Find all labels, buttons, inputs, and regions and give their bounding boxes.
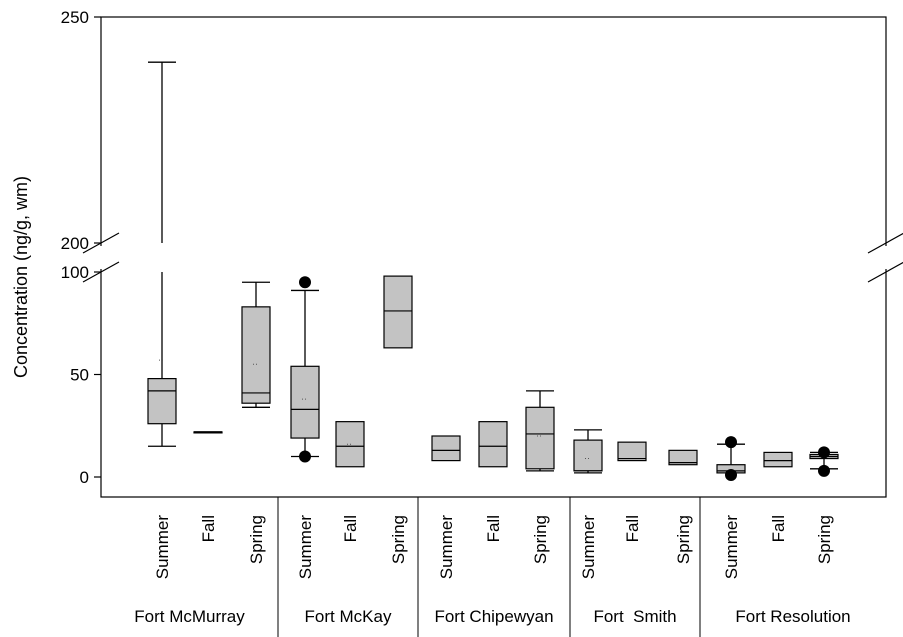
- site-label: Fort Chipewyan: [434, 607, 553, 626]
- box-fort-chipewyan-fall: [478, 421, 508, 468]
- site-label: Fort Smith: [593, 607, 676, 626]
- box-fort-mcmurray-spring: [241, 281, 271, 408]
- season-label: Fall: [623, 515, 642, 542]
- site-label: Fort McKay: [305, 607, 392, 626]
- box-series: [147, 61, 839, 481]
- season-label: Summer: [437, 515, 456, 580]
- season-label: Fall: [484, 515, 503, 542]
- box-iqr: [763, 451, 793, 468]
- y-tick-label: 0: [80, 468, 89, 487]
- outlier-point: [299, 450, 311, 463]
- season-label: Spring: [674, 515, 693, 564]
- box-fort-resolution-summer: [716, 436, 746, 481]
- site-label: Fort McMurray: [134, 607, 245, 626]
- season-label: Fall: [199, 515, 218, 542]
- season-label: Summer: [153, 515, 172, 580]
- y-tick-label: 200: [61, 234, 89, 253]
- box-iqr: [668, 449, 698, 466]
- box-fort-smith-summer: [573, 429, 603, 474]
- y-axis: 0 50 100 200 250: [61, 8, 101, 487]
- box-fort-mcmurray-summer: [147, 61, 177, 447]
- box-iqr: [573, 439, 603, 472]
- outlier-point: [818, 446, 830, 459]
- box-fort-mckay-fall: [335, 421, 365, 468]
- y-tick-label: 250: [61, 8, 89, 27]
- season-label: Summer: [722, 515, 741, 580]
- outlier-point: [725, 468, 737, 481]
- axis-break-gap-right: [878, 246, 894, 269]
- box-fort-mcmurray-fall: [193, 431, 223, 434]
- box-fort-chipewyan-spring: [525, 390, 555, 472]
- outlier-point: [818, 464, 830, 477]
- box-fort-smith-fall: [617, 441, 647, 462]
- season-label: Fall: [341, 515, 360, 542]
- x-axis-labels: Summer Fall Spring Fort McMurray Summer Fall S…: [134, 497, 851, 637]
- box-iqr: [431, 435, 461, 462]
- box-iqr: [147, 378, 177, 425]
- box-iqr: [617, 441, 647, 462]
- season-label: Fall: [769, 515, 788, 542]
- season-label: Spring: [247, 515, 266, 564]
- outlier-point: [299, 276, 311, 289]
- box-fort-chipewyan-summer: [431, 435, 461, 462]
- y-axis-title: Concentration (ng/g, wm): [11, 176, 31, 378]
- box-fort-resolution-spring: [809, 446, 839, 477]
- box-iqr: [241, 306, 271, 404]
- season-label: Spring: [531, 515, 550, 564]
- axis-break-gap-left: [93, 246, 109, 269]
- season-label: Summer: [579, 515, 598, 580]
- season-label: Summer: [296, 515, 315, 580]
- box-iqr: [383, 275, 413, 349]
- site-label: Fort Resolution: [735, 607, 850, 626]
- box-iqr: [290, 365, 320, 439]
- y-tick-label: 50: [70, 366, 89, 385]
- box-iqr: [478, 421, 508, 468]
- box-fort-smith-spring: [668, 449, 698, 466]
- box-iqr: [525, 406, 555, 470]
- y-tick-label: 100: [61, 263, 89, 282]
- outlier-point: [725, 436, 737, 449]
- box-fort-mckay-summer: [290, 276, 320, 463]
- season-label: Spring: [389, 515, 408, 564]
- axis-break-mark: [867, 261, 903, 283]
- box-fort-resolution-fall: [763, 451, 793, 468]
- box-fort-mckay-spring: [383, 275, 413, 349]
- axis-break-mark: [867, 232, 903, 254]
- season-label: Spring: [815, 515, 834, 564]
